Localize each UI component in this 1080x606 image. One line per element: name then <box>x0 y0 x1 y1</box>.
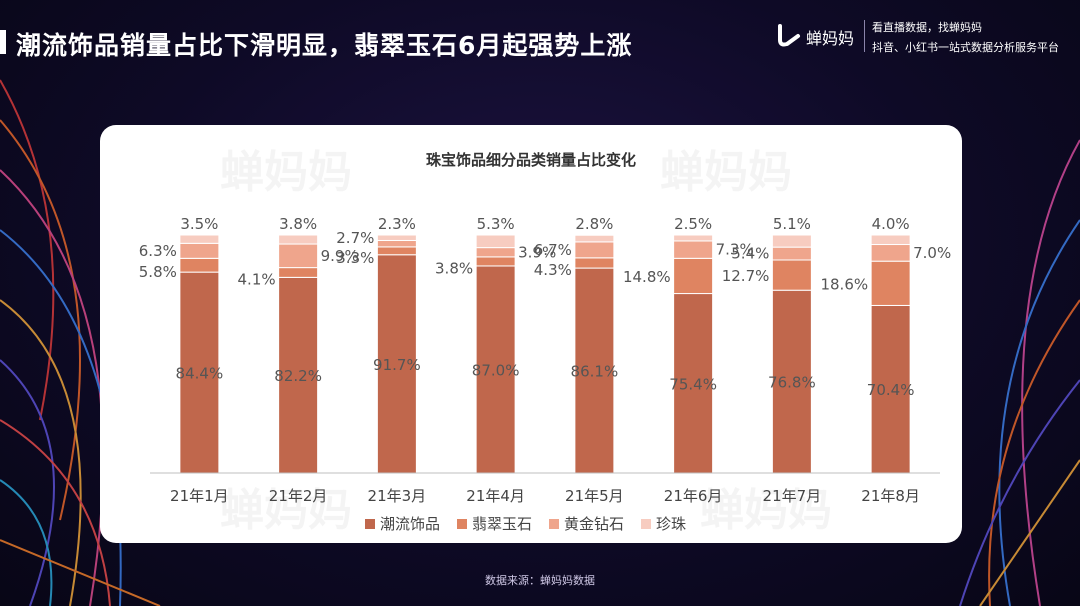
data-label: 5.1% <box>773 215 811 233</box>
bar-segment <box>870 260 911 306</box>
bar-segment <box>870 304 911 474</box>
legend-label: 翡翠玉石 <box>472 515 532 533</box>
data-labels: 84.4%5.8%6.3%3.5%82.2%4.1%9.9%3.8%91.7%3… <box>139 215 951 399</box>
data-label: 7.0% <box>913 244 951 262</box>
data-label: 2.3% <box>378 215 416 233</box>
legend-swatch <box>549 519 559 529</box>
data-label: 3.8% <box>279 215 317 233</box>
x-tick-label: 21年5月 <box>565 487 624 505</box>
bar-segment <box>870 244 911 262</box>
bar-segment <box>574 234 615 243</box>
x-tick-label: 21年6月 <box>664 487 723 505</box>
data-label: 7.3% <box>716 241 754 259</box>
watermark-text: 蝉妈妈 <box>700 485 832 536</box>
data-label: 82.2% <box>274 367 322 385</box>
bar-segment <box>673 257 714 295</box>
bar-segment <box>376 234 417 241</box>
bar-segment <box>574 241 615 259</box>
data-label: 91.7% <box>373 356 421 374</box>
data-label: 87.0% <box>472 361 520 379</box>
bar-segment <box>771 234 812 248</box>
data-label: 14.8% <box>623 268 671 286</box>
bar-segment <box>574 257 615 269</box>
watermark-text: 蝉妈妈 <box>220 485 352 536</box>
x-tick-label: 21年8月 <box>861 487 920 505</box>
bar-segment <box>475 234 516 249</box>
bar-segment <box>376 246 417 256</box>
bar-segment <box>278 243 319 269</box>
watermark-text: 蝉妈妈 <box>220 147 352 198</box>
header-divider <box>864 20 865 52</box>
bar-segment <box>870 234 911 246</box>
legend-swatch <box>457 519 467 529</box>
x-tick-label: 21年1月 <box>170 487 229 505</box>
title-accent-bar <box>0 30 6 54</box>
x-tick-label: 21年7月 <box>763 487 822 505</box>
bar-segment <box>771 246 812 261</box>
bar-segment <box>771 289 812 474</box>
data-label: 2.8% <box>575 215 613 233</box>
page-title: 潮流饰品销量占比下滑明显，翡翠玉石6月起强势上涨 <box>16 31 633 60</box>
data-label: 75.4% <box>669 375 717 393</box>
bar-segment <box>376 239 417 248</box>
data-label: 4.0% <box>872 215 910 233</box>
data-label: 3.5% <box>180 215 218 233</box>
bar-segment <box>771 259 812 291</box>
bar-segment <box>376 254 417 474</box>
data-label: 3.8% <box>435 259 473 277</box>
data-label: 6.7% <box>534 241 572 259</box>
logo-text: 蝉妈妈 <box>806 29 855 48</box>
legend-label: 珍珠 <box>656 515 686 533</box>
data-label: 86.1% <box>571 363 619 381</box>
stacked-bar-chart: 蝉妈妈蝉妈妈蝉妈妈蝉妈妈 珠宝饰品细分品类销量占比变化 21年1月21年2月21… <box>139 147 951 536</box>
data-label: 5.8% <box>139 263 177 281</box>
slogan-line-2: 抖音、小红书一站式数据分析服务平台 <box>872 41 1059 54</box>
legend-label: 潮流饰品 <box>380 515 440 533</box>
brand-logo: 蝉妈妈 <box>776 20 868 50</box>
data-label: 70.4% <box>867 381 915 399</box>
data-label: 5.4% <box>731 245 769 263</box>
watermark-text: 蝉妈妈 <box>660 147 792 198</box>
data-label: 2.5% <box>674 215 712 233</box>
data-label: 84.4% <box>176 365 224 383</box>
watermark-layer: 蝉妈妈蝉妈妈蝉妈妈蝉妈妈 <box>220 147 832 536</box>
bars-layer <box>179 234 911 474</box>
legend-label: 黄金钻石 <box>564 515 624 533</box>
bar-segment <box>179 242 220 259</box>
x-tick-label: 21年4月 <box>466 487 525 505</box>
bar-segment <box>475 256 516 267</box>
legend: 潮流饰品 翡翠玉石 黄金钻石 珍珠 <box>365 515 686 533</box>
data-label: 76.8% <box>768 374 816 392</box>
bar-segment <box>179 234 220 244</box>
bar-segment <box>475 247 516 258</box>
x-tick-label: 21年2月 <box>269 487 328 505</box>
bar-segment <box>475 265 516 474</box>
x-tick-label: 21年3月 <box>368 487 427 505</box>
data-label: 2.7% <box>336 229 374 247</box>
bar-segment <box>278 267 319 278</box>
data-label: 4.1% <box>238 270 276 288</box>
bar-segment <box>278 234 319 245</box>
bar-segment <box>673 234 714 242</box>
bar-segment <box>278 276 319 474</box>
chart-title: 珠宝饰品细分品类销量占比变化 <box>426 151 636 169</box>
data-label: 12.7% <box>722 267 770 285</box>
logo-icon <box>778 24 800 47</box>
data-label: 6.3% <box>139 242 177 260</box>
data-label: 4.3% <box>534 261 572 279</box>
data-label: 9.9% <box>321 247 359 265</box>
data-label: 3.9% <box>518 243 556 261</box>
slogan-line-1: 看直播数据，找蝉妈妈 <box>872 21 982 34</box>
bar-segment <box>179 257 220 273</box>
data-label: 18.6% <box>820 275 868 293</box>
legend-swatch <box>365 519 375 529</box>
legend-swatch <box>641 519 651 529</box>
data-label: 5.3% <box>477 215 515 233</box>
bar-segment <box>673 240 714 259</box>
data-source: 数据来源：蝉妈妈数据 <box>485 574 595 587</box>
x-tick-labels: 21年1月 21年2月 21年3月 21年4月 21年5月 21年6月 21年7月 21年8月 <box>170 487 920 505</box>
chart-card: 蝉妈妈蝉妈妈蝉妈妈蝉妈妈 珠宝饰品细分品类销量占比变化 21年1月21年2月21… <box>100 125 962 543</box>
data-label: 3.3% <box>336 249 374 267</box>
